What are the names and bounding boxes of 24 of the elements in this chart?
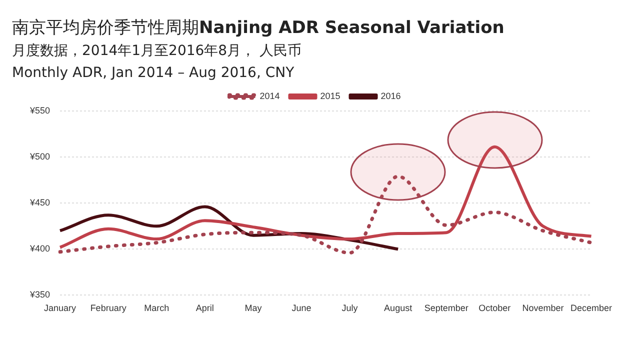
y-tick-label: ¥400 [28, 244, 50, 254]
x-tick-label: May [244, 303, 262, 314]
x-tick-label: January [44, 303, 77, 314]
y-tick-label: ¥500 [28, 152, 50, 162]
y-tick-label: ¥350 [28, 290, 50, 300]
x-tick-label: April [196, 303, 214, 314]
x-tick-label: February [90, 303, 127, 314]
chart-subtitle: 月度数据，2014年1月至2016年8月， 人民币 Monthly ADR, Jan 2014 – Aug 2016, CNY [12, 42, 302, 83]
x-tick-label: June [292, 303, 312, 314]
x-tick-label: March [144, 303, 170, 314]
x-tick-label: December [570, 303, 612, 314]
x-tick-label: October [478, 303, 511, 314]
legend-label: 2016 [380, 90, 401, 101]
line-series [58, 174, 593, 255]
legend-label: 2014 [260, 90, 280, 101]
x-tick-label: November [522, 303, 564, 314]
y-tick-label: ¥450 [28, 198, 50, 208]
y-tick-label: ¥550 [28, 105, 50, 116]
x-tick-label: August [384, 303, 413, 314]
x-tick-label: September [424, 303, 468, 314]
chart-title: 南京平均房价季节性周期Nanjing ADR Seasonal Variation [12, 18, 504, 38]
x-tick-label: July [342, 303, 358, 314]
line-series [58, 145, 593, 249]
legend-label: 2015 [320, 90, 340, 101]
